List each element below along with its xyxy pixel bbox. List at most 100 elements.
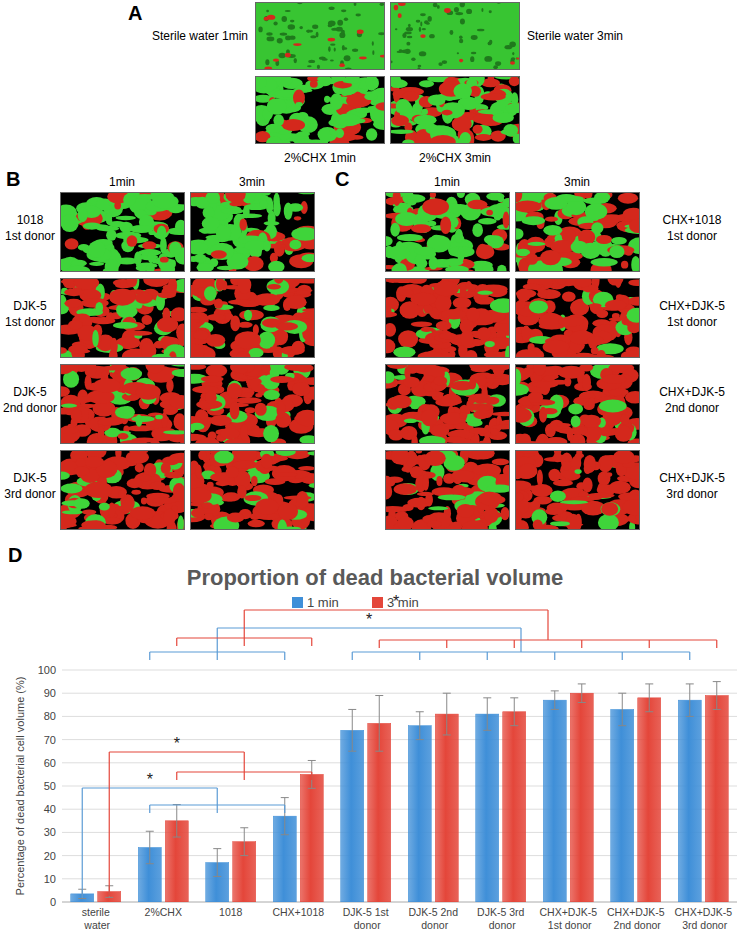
micro-speck [317,65,320,69]
micro-live [505,103,520,113]
micro-dead [206,364,228,378]
micro-speck [484,56,492,62]
micro-live [513,134,520,144]
micro-dead [510,61,515,65]
micro-speck [428,16,432,22]
micro-bg [385,364,510,444]
micro-dead [118,433,129,440]
micro-dead [557,278,567,285]
micro-speck [290,20,295,23]
micro-speck [344,17,348,21]
panel-label: C [335,168,349,190]
micrograph [60,278,185,358]
micro-live [273,114,284,126]
micro-dead [616,294,623,300]
micro-dead [543,340,570,354]
micro-live [611,237,627,245]
row-label: 1st donor [667,315,717,329]
micro-frame [386,279,510,358]
micro-dead [459,412,467,419]
micro-dead [136,384,161,400]
micro-frame [61,279,185,358]
micro-live [299,435,315,444]
micro-speck [420,13,426,16]
micro-dead [216,481,230,487]
micro-live [136,414,143,426]
micro-dead [190,488,212,504]
micro-live [527,242,545,246]
row-label: 2nd donor [3,401,57,415]
micro-frame [61,365,185,444]
micro-dead [255,499,278,515]
micro-speck [459,36,463,39]
micro-live [631,256,640,272]
micro-live [310,123,316,129]
micro-live [202,217,220,231]
micro-dead [541,408,558,414]
micro-dead [422,375,435,381]
micro-dead [270,346,282,350]
micro-speck [341,30,345,35]
micro-dead [64,299,82,308]
micro-dead [484,351,505,358]
micrograph [385,450,510,530]
micrograph [390,76,520,144]
micro-dead [467,200,487,209]
micro-live [157,226,166,240]
micro-dead [473,410,489,419]
micro-dead [391,115,409,126]
micro-live [129,225,154,233]
micro-dead [403,377,420,388]
micro-dead [108,502,115,517]
micro-dead [459,59,463,63]
micro-dead [476,245,494,260]
micro-live [152,222,169,239]
micro-live [585,203,607,219]
micro-dead [220,428,239,439]
micro-speck [279,53,286,58]
micro-dead [411,322,432,327]
micrograph [60,450,185,530]
micro-dead [469,378,476,389]
row-label: 2nd donor [665,401,719,415]
micro-live [267,98,287,115]
micro-dead [516,349,538,358]
micro-speck [471,35,478,40]
micro-dead [251,476,258,487]
micro-live [210,243,234,260]
micro-live [278,520,287,530]
micro-live [529,300,548,313]
micro-dead [491,412,510,416]
row-label: 1018 [17,213,44,227]
micro-live [480,207,506,217]
micro-live [155,415,163,420]
micro-dead [274,241,285,257]
panel-label: A [128,2,142,24]
micro-live [73,498,89,509]
micro-live [373,78,379,88]
micro-live [393,346,415,358]
micro-live [92,330,98,347]
micro-live [392,263,407,272]
micro-dead [239,310,264,320]
micro-dead [621,261,628,269]
micrograph [385,364,510,444]
micro-dead [503,212,510,229]
micro-speck [489,10,492,13]
micro-dead [207,314,226,321]
micro-dead [68,345,87,354]
micro-speck [277,38,283,43]
micro-dead [533,381,559,388]
micro-dead [472,114,491,124]
micro-live [571,416,581,428]
micro-dead [521,326,530,342]
micro-live [501,129,517,135]
micro-bg [255,2,385,70]
micro-dead [225,192,245,203]
micro-live [390,129,414,133]
micro-dead [236,450,258,461]
micro-live [115,406,135,418]
micro-dead [440,412,466,424]
micro-speck [328,46,331,52]
micro-speck [273,22,277,26]
